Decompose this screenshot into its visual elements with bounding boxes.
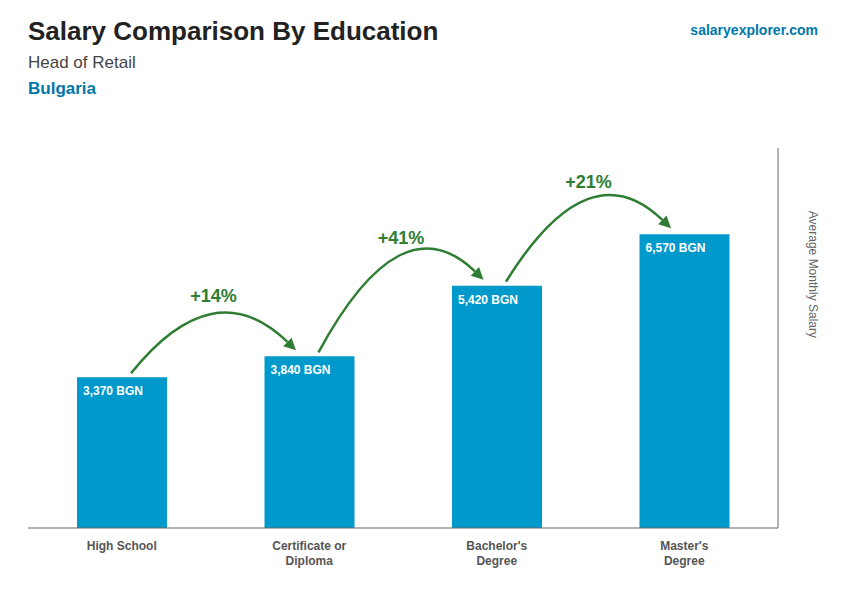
svg-text:+21%: +21% (565, 172, 612, 192)
svg-text:3,840 BGN: 3,840 BGN (271, 363, 331, 377)
svg-text:High School: High School (87, 539, 157, 553)
html-text:Salary Comparison By Education: Salary Comparison By Education (28, 16, 439, 46)
svg-text:+14%: +14% (190, 286, 237, 306)
html-text:salaryexplorer.com: salaryexplorer.com (690, 22, 818, 38)
svg-text:5,420 BGN: 5,420 BGN (458, 293, 518, 307)
svg-text:Average Monthly Salary: Average Monthly Salary (806, 211, 820, 338)
svg-text:3,370 BGN: 3,370 BGN (83, 384, 143, 398)
svg-text:+41%: +41% (378, 228, 425, 248)
html-text:Head of Retail: Head of Retail (28, 53, 136, 72)
svg-text:Master'sDegree: Master'sDegree (660, 539, 709, 568)
svg-text:Bachelor'sDegree: Bachelor'sDegree (466, 539, 527, 568)
svg-text:Certificate orDiploma: Certificate orDiploma (272, 539, 346, 568)
svg-text:6,570 BGN: 6,570 BGN (646, 241, 706, 255)
html-text:Bulgaria: Bulgaria (28, 79, 96, 98)
